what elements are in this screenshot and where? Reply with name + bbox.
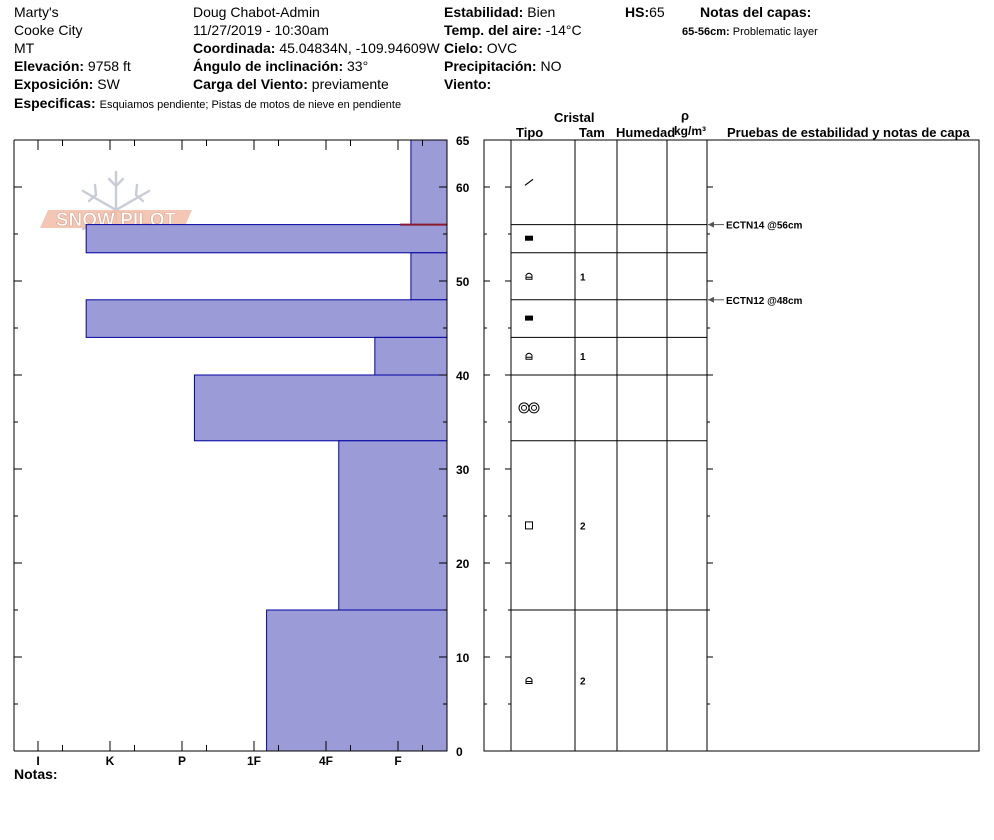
melt-freeze-crust-icon	[525, 235, 533, 241]
depth-hoar-icon	[525, 677, 533, 684]
wind-loading-label: Carga del Viento:	[193, 76, 308, 92]
elevation-label: Elevación:	[14, 58, 85, 74]
stability-test-label: ECTN12 @48cm	[726, 296, 803, 307]
stability: Estabilidad: Bien	[444, 4, 555, 20]
stability-value: Bien	[527, 4, 556, 20]
hs-label: HS:	[625, 4, 650, 20]
air-temperature: Temp. del aire: -14°C	[444, 22, 582, 38]
size-header: Tam	[579, 125, 605, 140]
precipitation: Precipitación: NO	[444, 58, 561, 74]
wind-loading: Carga del Viento: previamente	[193, 76, 389, 92]
hardness-bar-7	[338, 440, 448, 611]
stability-test-label: ECTN14 @56cm	[726, 221, 803, 232]
crystal-header: Cristal	[554, 110, 595, 125]
elevation-value: 9758 ft	[87, 58, 131, 74]
hardness-bar-3	[410, 252, 448, 301]
observer-name: Doug Chabot-Admin	[193, 4, 320, 20]
location-state: MT	[14, 40, 35, 56]
depth-tick-label: 40	[456, 369, 470, 383]
hardness-tick-label: K	[106, 754, 115, 768]
arrow-head-icon	[708, 296, 714, 303]
layer-note: 65-56cm: Problematic layer	[682, 24, 818, 40]
depth-tick-label: 65	[456, 134, 470, 148]
snow-height: HS:65	[625, 4, 665, 20]
faceted-crystals-icon	[525, 521, 533, 530]
grain-size-label: 1	[580, 272, 586, 283]
hs-value: 65	[649, 4, 665, 20]
slope-angle: Ángulo de inclinación: 33°	[193, 58, 368, 74]
location-city: Cooke City	[14, 22, 83, 38]
moisture-header: Humedad	[616, 125, 676, 140]
stability-tests-header: Pruebas de estabilidad y notas de capa	[727, 125, 970, 140]
layer-note-text: Problematic layer	[732, 26, 818, 38]
wind-loading-value: previamente	[311, 76, 389, 92]
precip-value: NO	[540, 58, 562, 74]
hardness-tick-label: F	[394, 754, 401, 768]
sky-value: OVC	[486, 40, 518, 56]
slope-label: Ángulo de inclinación:	[193, 58, 344, 74]
coordinates-value: 45.04834N, -109.94609W	[279, 40, 440, 56]
hardness-bar-1	[410, 139, 448, 226]
coordinates: Coordinada: 45.04834N, -109.94609W	[193, 40, 440, 56]
hardness-tick-label: 4F	[319, 754, 333, 768]
air-temp-value: -14°C	[545, 22, 582, 38]
hardness-bar-6	[193, 374, 448, 442]
melt-forms-icon	[518, 402, 540, 414]
sky-label: Cielo:	[444, 40, 483, 56]
layer-note-range: 65-56cm:	[682, 26, 730, 38]
specifics: Especificas: Esquiamos pendiente; Pistas…	[14, 95, 401, 113]
layer-notes-title: Notas del capas:	[700, 4, 812, 20]
elevation: Elevación: 9758 ft	[14, 58, 131, 74]
grain-size-label: 2	[580, 521, 586, 532]
sky-cover: Cielo: OVC	[444, 40, 517, 56]
depth-hoar-icon	[525, 272, 533, 280]
slope-value: 33°	[347, 58, 369, 74]
aspect-label: Exposición:	[14, 76, 94, 92]
hardness-bar-2	[85, 224, 448, 254]
specifics-value: Esquiamos pendiente; Pistas de motos de …	[99, 99, 402, 111]
depth-tick-label: 30	[456, 463, 470, 477]
density-symbol: ρ	[681, 108, 690, 123]
hardness-tick-label: P	[178, 754, 186, 768]
depth-tick-label: 60	[456, 181, 470, 195]
air-temp-label: Temp. del aire:	[444, 22, 542, 38]
arrow-head-icon	[708, 221, 714, 228]
depth-tick-label: 50	[456, 275, 470, 289]
hardness-bar-5	[374, 336, 448, 376]
hardness-bar-4	[85, 299, 448, 338]
depth-tick-label: 0	[456, 745, 463, 759]
type-header: Tipo	[516, 125, 544, 140]
decomposing-fragments-icon	[524, 178, 534, 186]
hardness-tick-label: I	[36, 754, 39, 768]
hardness-tick-label: 1F	[247, 754, 261, 768]
grain-size-label: 1	[580, 352, 586, 363]
location-name: Marty's	[14, 4, 59, 20]
observation-datetime: 11/27/2019 - 10:30am	[193, 22, 329, 38]
hardness-bar-8	[266, 609, 448, 752]
grain-size-label: 2	[580, 677, 586, 688]
coordinates-label: Coordinada:	[193, 40, 276, 56]
stability-label: Estabilidad:	[444, 4, 524, 20]
wind: Viento:	[444, 76, 491, 92]
depth-hoar-icon	[525, 352, 533, 360]
depth-tick-label: 10	[456, 651, 470, 665]
notes-label: Notas:	[14, 766, 58, 782]
precip-label: Precipitación:	[444, 58, 537, 74]
aspect: Exposición: SW	[14, 76, 120, 92]
specifics-label: Especificas:	[14, 95, 96, 111]
wind-label: Viento:	[444, 76, 492, 92]
aspect-value: SW	[97, 76, 120, 92]
density-unit: kg/m³	[674, 124, 707, 138]
melt-freeze-crust-icon	[525, 315, 533, 321]
crystal-table-frame	[483, 139, 980, 752]
depth-tick-label: 20	[456, 557, 470, 571]
